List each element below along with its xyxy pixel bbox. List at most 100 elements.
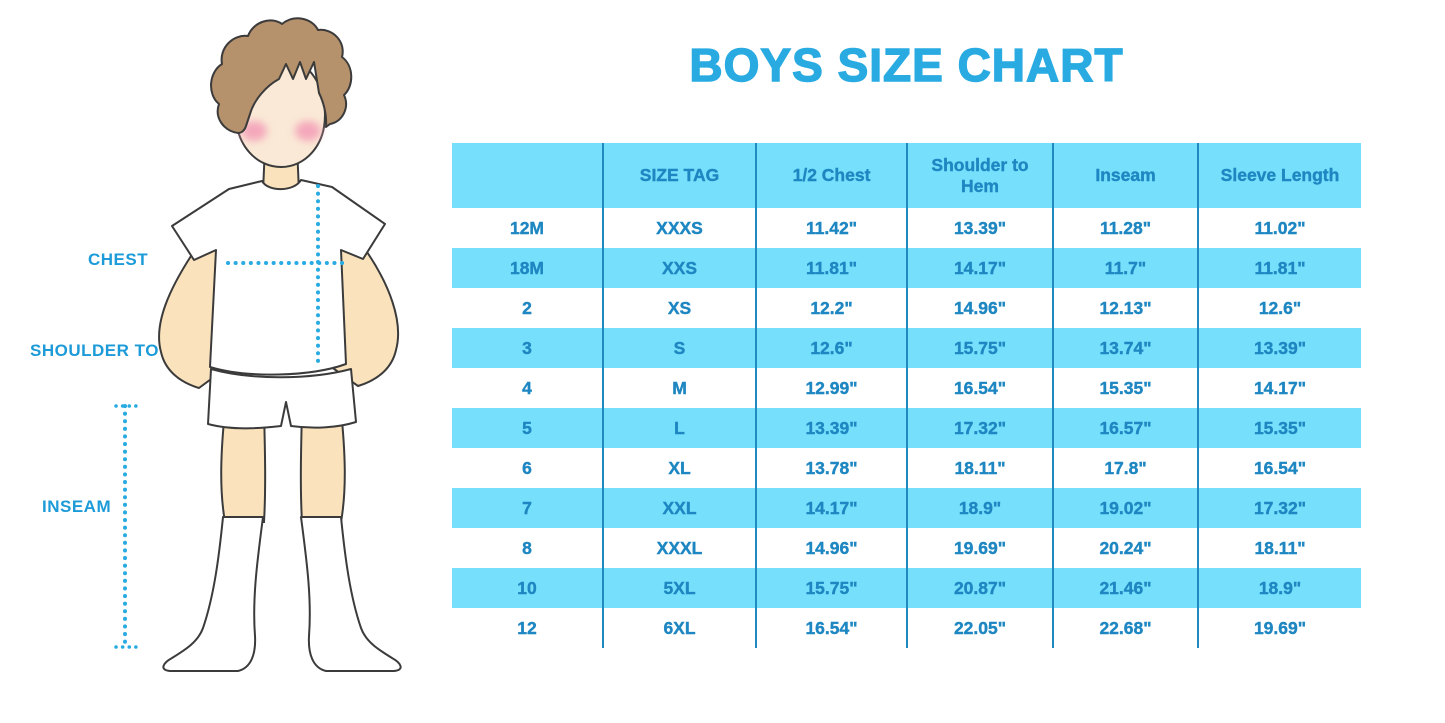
boy-left-sock: [162, 516, 264, 672]
table-cell: 16.54": [1197, 448, 1361, 488]
boy-hair: [210, 17, 353, 134]
table-cell: 13.78": [755, 448, 906, 488]
table-cell: 19.69": [906, 528, 1052, 568]
table-header-cell: SIZE TAG: [602, 143, 755, 208]
table-cell: 16.54": [906, 368, 1052, 408]
inseam-label: INSEAM: [42, 497, 112, 516]
table-cell: 11.7": [1052, 248, 1197, 288]
table-header-cell: Inseam: [1052, 143, 1197, 208]
boy-right-sock: [300, 516, 402, 672]
table-cell: 18.9": [906, 488, 1052, 528]
table-cell: 14.17": [755, 488, 906, 528]
table-cell: 14.96": [906, 288, 1052, 328]
table-header-row: SIZE TAG 1/2 Chest Shoulder to Hem Inseam Sl…: [452, 143, 1361, 208]
boy-tshirt: [171, 179, 386, 376]
table-cell: 3: [522, 337, 532, 358]
table-row: 8 XXXL 14.96" 19.69" 20.24" 18.11": [452, 528, 1361, 568]
table-cell: 12.99": [755, 368, 906, 408]
table-cell: 18.11": [906, 448, 1052, 488]
table-header-cell: 1/2 Chest: [755, 143, 906, 208]
table-cell: L: [602, 408, 755, 448]
table-cell: 15.75": [906, 328, 1052, 368]
table-body: 12M XXXS 11.42" 13.39" 11.28" 11.02" 18M XXS 11.…: [452, 208, 1361, 648]
boy-right-cheek: [295, 121, 321, 141]
table-cell: 12.6": [1197, 288, 1361, 328]
table-cell: 16.57": [1052, 408, 1197, 448]
table-cell: 11.28": [1052, 208, 1197, 248]
table-cell: 4: [522, 377, 532, 398]
table-cell: 16.54": [755, 608, 906, 648]
boy-shorts: [207, 368, 357, 430]
table-cell: 13.39": [1197, 328, 1361, 368]
table-cell: M: [602, 368, 755, 408]
table-header-cell: Shoulder to Hem: [906, 143, 1052, 208]
table-row: 3 S 12.6" 15.75" 13.74" 13.39": [452, 328, 1361, 368]
table-cell: 12: [517, 617, 537, 638]
table-cell: XXXL: [602, 528, 755, 568]
table-cell: XS: [602, 288, 755, 328]
table-cell: 20.24": [1052, 528, 1197, 568]
table-cell: 12M: [509, 217, 545, 238]
table-cell: 22.05": [906, 608, 1052, 648]
table-cell: XXL: [602, 488, 755, 528]
table-cell: 17.8": [1052, 448, 1197, 488]
table-cell: 19.69": [1197, 608, 1361, 648]
table-row: 5 L 13.39" 17.32" 16.57" 15.35": [452, 408, 1361, 448]
table-header-cell: Sleeve Length: [1197, 143, 1361, 208]
table-cell: 18.9": [1197, 568, 1361, 608]
table-cell: 20.87": [906, 568, 1052, 608]
table-cell: XXS: [602, 248, 755, 288]
table-cell: XXXS: [602, 208, 755, 248]
table-cell: 12.2": [755, 288, 906, 328]
table-cell: 15.35": [1197, 408, 1361, 448]
table-cell: 17.32": [1197, 488, 1361, 528]
table-cell: 11.81": [1197, 248, 1361, 288]
table-cell: 22.68": [1052, 608, 1197, 648]
table-cell: 12.6": [755, 328, 906, 368]
table-cell: 15.35": [1052, 368, 1197, 408]
table-cell: XL: [602, 448, 755, 488]
table-cell: S: [602, 328, 755, 368]
boy-illustration: [114, 17, 402, 672]
table-cell: 6XL: [602, 608, 755, 648]
boy-left-thigh: [220, 409, 267, 523]
table-row: 4 M 12.99" 16.54" 15.35" 14.17": [452, 368, 1361, 408]
table-cell: 11.42": [755, 208, 906, 248]
size-table: SIZE TAG 1/2 Chest Shoulder to Hem Inseam Sl…: [452, 143, 1361, 648]
table-cell: 13.39": [906, 208, 1052, 248]
table-cell: 10: [517, 577, 537, 598]
boy-left-cheek: [241, 121, 267, 141]
table-cell: 11.02": [1197, 208, 1361, 248]
table-row: 12 6XL 16.54" 22.05" 22.68" 19.69": [452, 608, 1361, 648]
table-cell: 5XL: [602, 568, 755, 608]
table-cell: 14.96": [755, 528, 906, 568]
table-cell: 14.17": [906, 248, 1052, 288]
table-cell: 12.13": [1052, 288, 1197, 328]
table-row: 18M XXS 11.81" 14.17" 11.7" 11.81": [452, 248, 1361, 288]
table-cell: 6: [522, 457, 532, 478]
table-header-cell: [452, 143, 602, 208]
page-title: BOYS SIZE CHART: [689, 38, 1124, 91]
table-cell: 2: [522, 297, 532, 318]
table-cell: 15.75": [755, 568, 906, 608]
boy-right-arm: [329, 241, 400, 387]
boy-left-arm: [158, 243, 227, 389]
table-cell: 5: [522, 417, 532, 438]
table-cell: 13.39": [755, 408, 906, 448]
table-cell: 7: [522, 497, 532, 518]
table-cell: 8: [522, 537, 532, 558]
table-cell: 18.11": [1197, 528, 1361, 568]
table-cell: 17.32": [906, 408, 1052, 448]
table-cell: 19.02": [1052, 488, 1197, 528]
table-cell: 14.17": [1197, 368, 1361, 408]
table-row: 6 XL 13.78" 18.11" 17.8" 16.54": [452, 448, 1361, 488]
table-row: 12M XXXS 11.42" 13.39" 11.28" 11.02": [452, 208, 1361, 248]
table-cell: 11.81": [755, 248, 906, 288]
table-cell: 18M: [509, 257, 545, 278]
table-row: 7 XXL 14.17" 18.9" 19.02" 17.32": [452, 488, 1361, 528]
table-row: 2 XS 12.2" 14.96" 12.13" 12.6": [452, 288, 1361, 328]
chest-label: CHEST: [88, 250, 149, 269]
table-row: 10 5XL 15.75" 20.87" 21.46" 18.9": [452, 568, 1361, 608]
table-cell: 13.74": [1052, 328, 1197, 368]
table-cell: 21.46": [1052, 568, 1197, 608]
